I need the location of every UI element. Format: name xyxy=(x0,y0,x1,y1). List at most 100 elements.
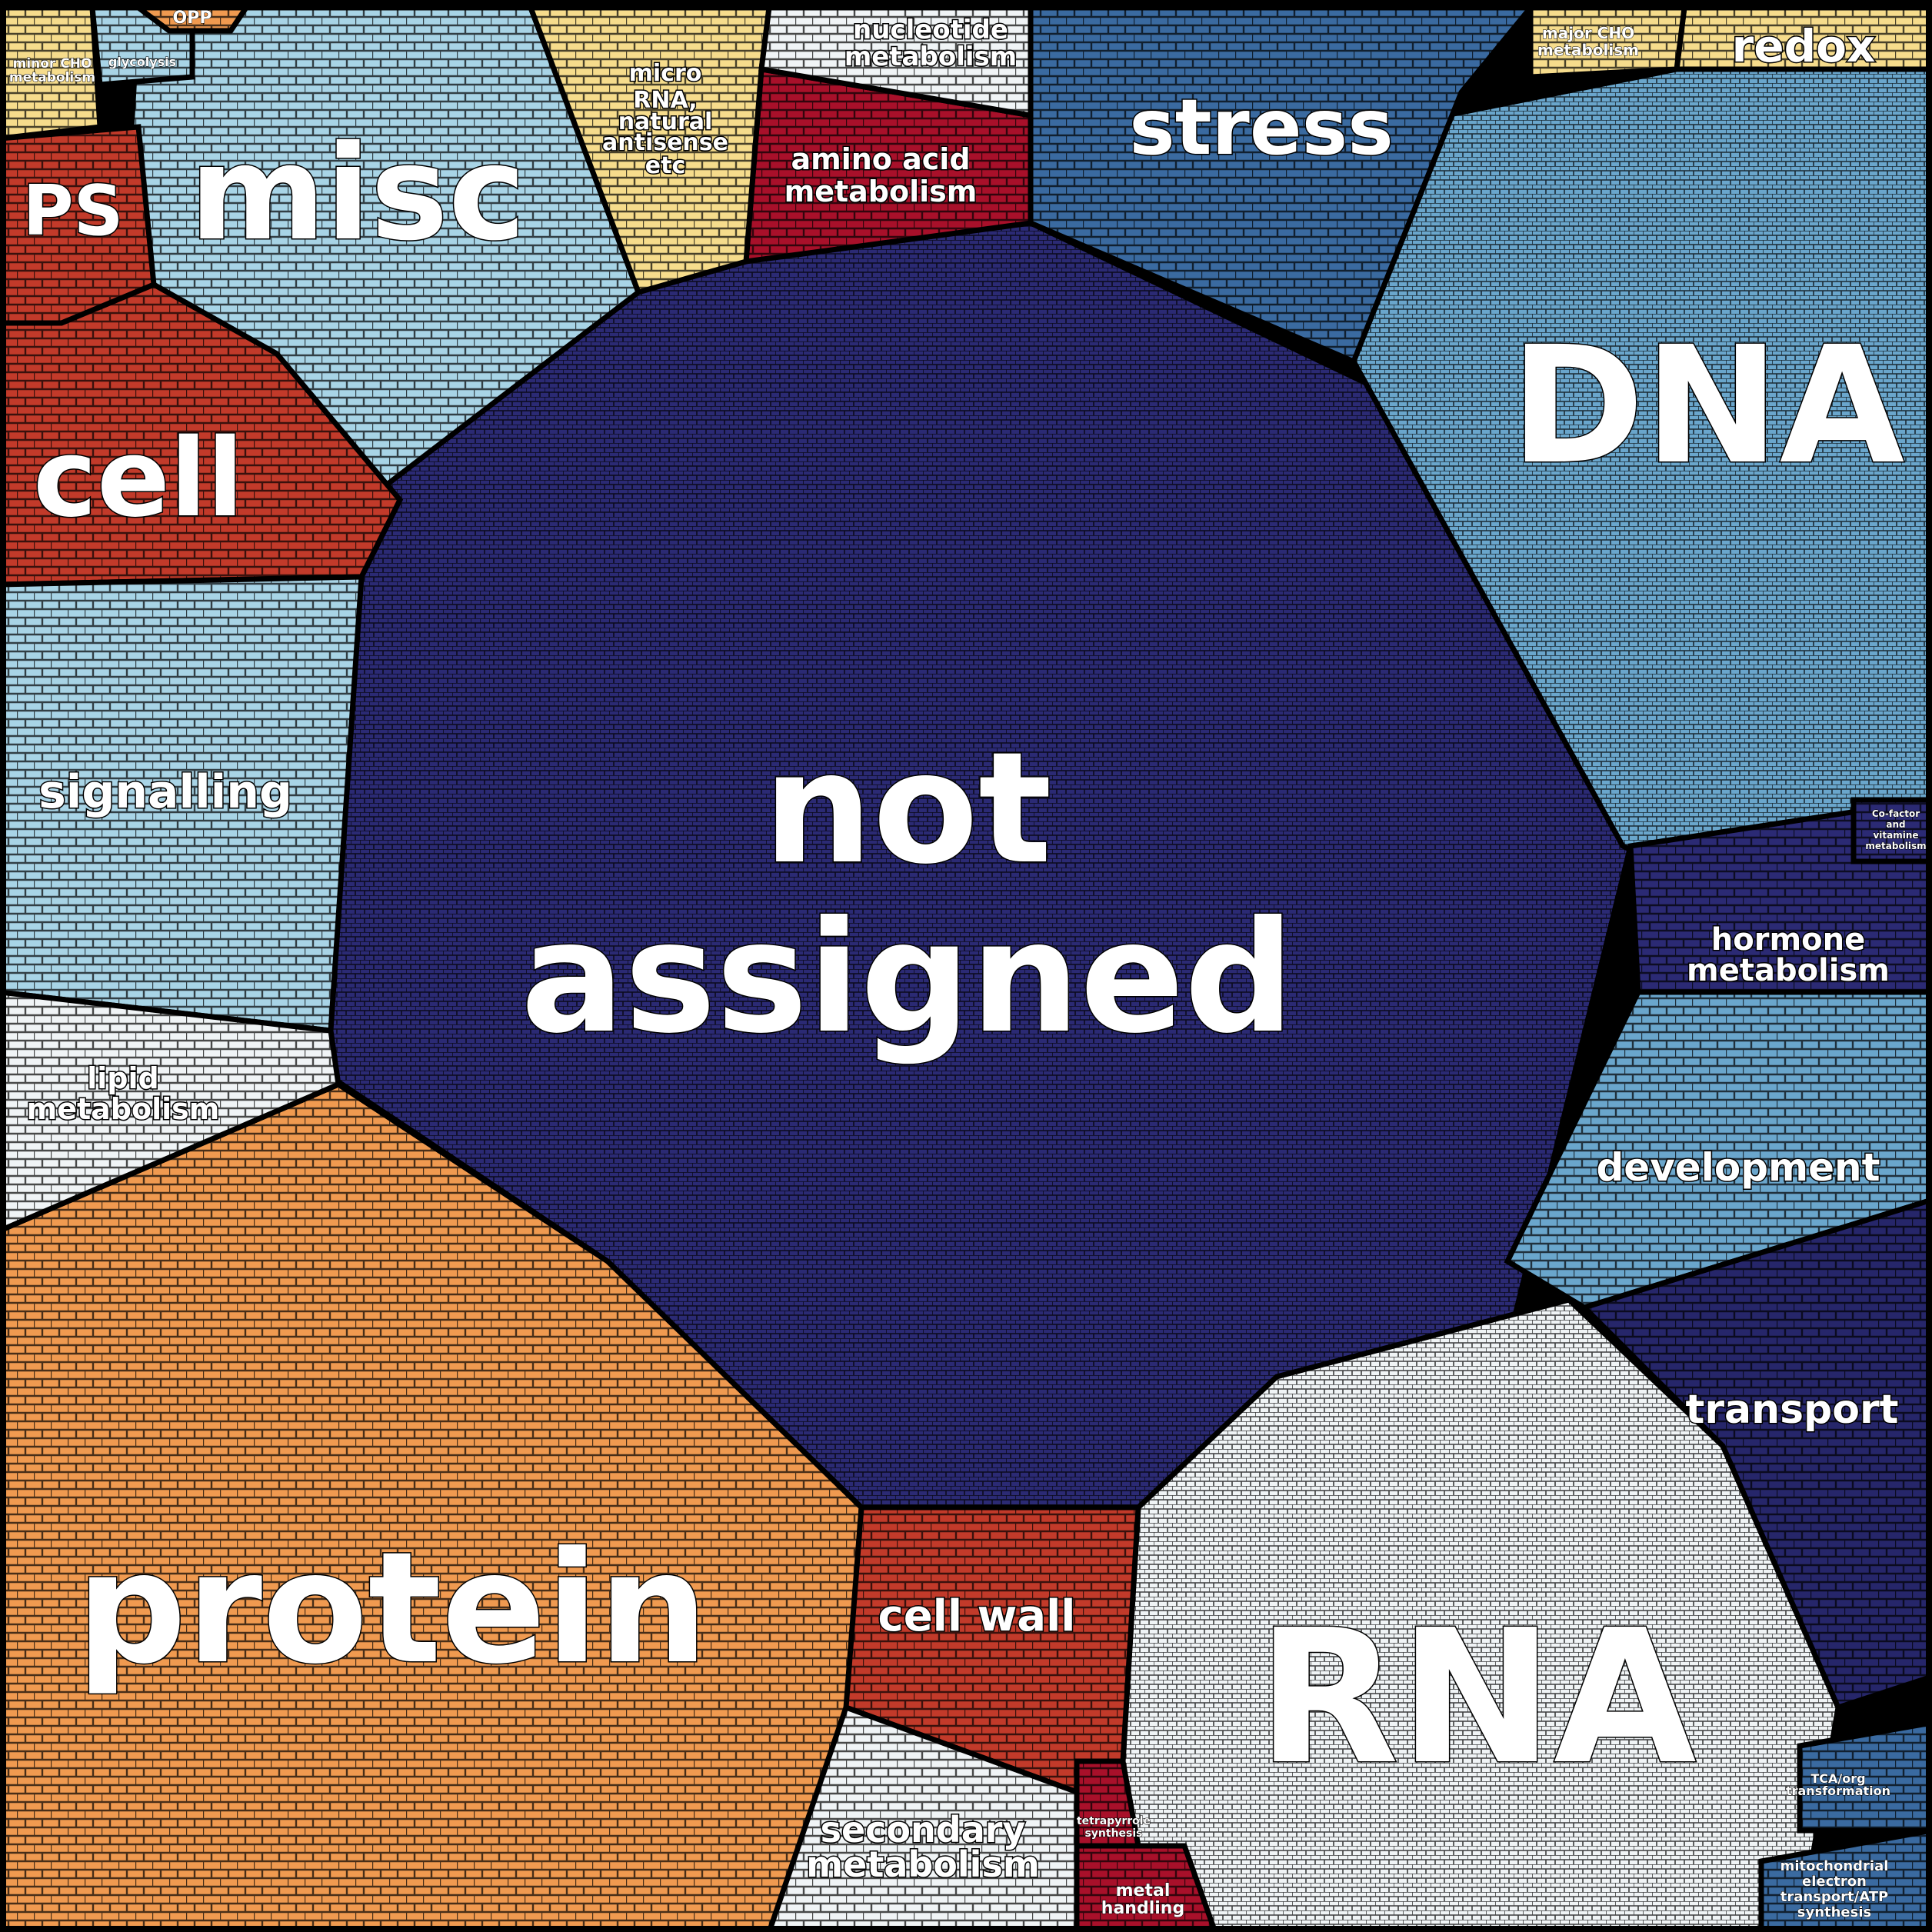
region-label-line: RNA xyxy=(1257,1590,1696,1805)
region-texture-redox xyxy=(1677,8,1932,69)
region-label-line: redox xyxy=(1732,20,1876,72)
region-label-line: development xyxy=(1597,1145,1880,1190)
region-label-line: vitamine xyxy=(1873,830,1918,841)
region-label-glycolysis: glycolysis xyxy=(108,55,176,69)
region-label-line: RNA, xyxy=(633,87,697,114)
region-texture-tetrapyrrole-synthesis xyxy=(1077,1761,1138,1846)
region-texture-development xyxy=(1507,992,1932,1307)
region-label-line: PS xyxy=(23,171,124,251)
region-texture-transport xyxy=(1584,1200,1932,1707)
region-label-line: secondary xyxy=(821,1809,1026,1850)
region-label-lipid-metabolism: lipid metabolism xyxy=(27,1061,220,1126)
region-texture-lipid-metabolism xyxy=(0,992,338,1231)
region-label-line: glycolysis xyxy=(108,55,176,69)
region-label-line: cell xyxy=(33,416,244,541)
region-label-secondary-metabolism: secondary metabolism xyxy=(806,1809,1040,1885)
region-label-dna: DNA xyxy=(1511,311,1905,500)
region-label-line: metabolism xyxy=(1537,41,1639,59)
region-label-line: metabolism xyxy=(1865,841,1926,851)
region-label-cell: cell xyxy=(33,416,244,541)
region-label-opp: OPP xyxy=(173,8,212,28)
region-label-line: micro xyxy=(629,60,702,87)
region-label-line: minor CHO xyxy=(13,56,92,72)
region-label-nucleotide-metabolism: nucleotide metabolism xyxy=(844,15,1017,72)
region-label-line: Co-factor xyxy=(1872,808,1920,819)
region-label-line: lipid xyxy=(87,1061,158,1095)
region-label-stress: stress xyxy=(1129,82,1394,172)
region-label-tetrapyrrole-synthesis: tetrapyrrole synthesis xyxy=(1077,1815,1151,1840)
region-label-line: transport xyxy=(1685,1387,1898,1433)
region-label-development: development xyxy=(1597,1145,1880,1190)
region-label-not-assigned: not assigned xyxy=(521,719,1294,1068)
region-texture-cell xyxy=(0,285,400,585)
region-label-line: major CHO xyxy=(1542,24,1634,42)
region-label-line: amino acid xyxy=(791,142,970,176)
region-texture-tca-org-transformation xyxy=(1800,1723,1932,1830)
region-label-line: transport/ATP xyxy=(1780,1889,1888,1905)
region-texture-mitochondrial-electron-transport xyxy=(1761,1830,1932,1932)
region-label-amino-acid-metabolism: amino acid metabolism xyxy=(784,142,978,208)
region-label-line: assigned xyxy=(521,888,1294,1068)
region-label-major-cho-metabolism: major CHO metabolism xyxy=(1537,24,1639,59)
region-label-cell-wall: cell wall xyxy=(878,1591,1076,1641)
region-texture-stress xyxy=(1031,8,1531,361)
region-label-transport: transport xyxy=(1685,1387,1898,1433)
region-label-line: TCA/org xyxy=(1810,1771,1865,1786)
region-texture-micro-rna xyxy=(531,8,769,292)
region-label-line: synthesis xyxy=(1084,1827,1142,1840)
region-label-line: OPP xyxy=(173,8,212,28)
region-label-hormone-metabolism: hormone metabolism xyxy=(1687,922,1890,988)
region-texture-signalling xyxy=(0,577,361,1031)
region-label-tca-org-transformation: TCA/org transformation xyxy=(1786,1771,1890,1798)
region-label-line: metabolism xyxy=(9,70,95,85)
region-label-line: metabolism xyxy=(844,42,1017,72)
region-label-line: nucleotide xyxy=(853,15,1008,45)
region-label-line: cell wall xyxy=(878,1591,1076,1641)
region-label-line: DNA xyxy=(1511,311,1905,500)
region-label-rna: RNA xyxy=(1257,1590,1696,1805)
region-label-minor-cho-metabolism: minor CHO metabolism xyxy=(9,56,95,85)
region-label-line: protein xyxy=(76,1519,708,1698)
region-texture-not-assigned xyxy=(331,223,1631,1507)
region-texture-misc xyxy=(123,8,638,492)
region-texture-dna xyxy=(1354,69,1932,854)
region-label-protein: protein xyxy=(76,1519,708,1698)
region-label-line: hormone xyxy=(1711,922,1865,958)
region-label-line: stress xyxy=(1129,82,1394,172)
region-label-line: electron xyxy=(1802,1874,1867,1890)
region-texture-opp xyxy=(138,8,246,31)
region-label-ps: PS xyxy=(23,171,124,251)
region-texture-major-cho-metabolism xyxy=(1531,8,1684,77)
region-label-redox: redox xyxy=(1732,20,1876,72)
region-label-misc: misc xyxy=(189,118,525,270)
region-texture-amino-acid-metabolism xyxy=(746,69,1031,261)
region-texture-rna xyxy=(1069,1300,1838,1932)
region-label-line: mitochondrial xyxy=(1780,1858,1889,1874)
region-label-line: natural xyxy=(618,108,713,135)
region-label-line: metabolism xyxy=(784,175,978,208)
region-label-line: and xyxy=(1886,819,1905,830)
region-texture-cell-wall xyxy=(846,1507,1138,1792)
region-label-co-factor-vitamine-metabolism: Co-factor and vitamine metabolism xyxy=(1865,808,1926,851)
region-label-mitochondrial-electron-transport: mitochondrial electron transport/ATP synthe… xyxy=(1780,1858,1889,1920)
region-texture-nucleotide-metabolism xyxy=(761,8,1031,115)
region-label-line: metal xyxy=(1116,1881,1171,1900)
region-label-metal-handling: metal handling xyxy=(1101,1881,1184,1918)
region-label-line: metabolism xyxy=(27,1092,220,1126)
region-texture-co-factor-vitamine-metabolism xyxy=(1854,800,1932,861)
region-texture-minor-cho-metabolism xyxy=(0,8,100,138)
region-label-line: antisense xyxy=(602,129,728,156)
region-label-line: signalling xyxy=(38,765,292,819)
region-label-line: etc xyxy=(645,152,685,179)
region-texture-metal-handling xyxy=(1077,1846,1215,1932)
region-label-line: handling xyxy=(1101,1899,1184,1918)
region-label-line: tetrapyrrole xyxy=(1077,1815,1151,1827)
region-texture-secondary-metabolism xyxy=(769,1707,1077,1932)
region-label-line: metabolism xyxy=(1687,953,1890,988)
region-label-line: synthesis xyxy=(1797,1904,1872,1920)
region-texture-protein xyxy=(0,1084,861,1932)
region-texture-ps xyxy=(0,127,154,323)
region-label-line: metabolism xyxy=(806,1844,1040,1885)
